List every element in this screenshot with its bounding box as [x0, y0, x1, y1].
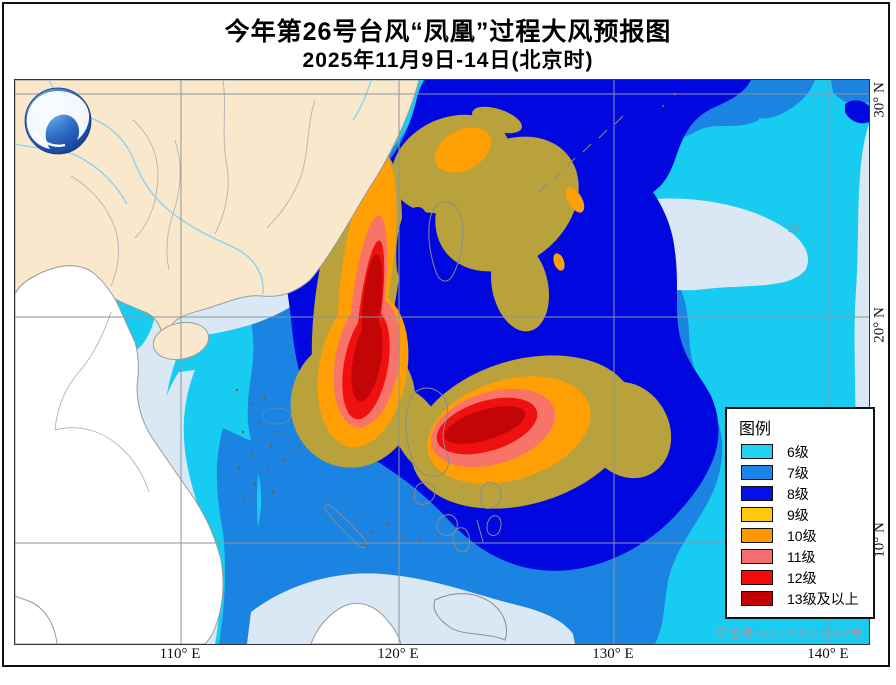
legend-item: 7级 — [741, 462, 873, 483]
page-subtitle: 2025年11月9日-14日(北京时) — [302, 49, 594, 72]
legend-swatch — [741, 549, 773, 564]
legend-panel: 图例 6级 7级 8级 9级 10级 11级 12级 13级及以上 — [725, 407, 875, 619]
map-approval-number: 审图号:GS (2019) 3082号 — [714, 626, 863, 641]
x-axis-label: 130° E — [592, 646, 634, 662]
navy-tongue — [396, 206, 428, 283]
wind-field-map — [15, 80, 869, 644]
islet-dots — [235, 92, 677, 548]
legend-item: 8级 — [741, 483, 873, 504]
legend-swatch — [741, 486, 773, 501]
cma-logo — [24, 87, 92, 155]
y-axis-label: 30° N — [871, 82, 888, 118]
wind-level-13 — [351, 254, 526, 444]
legend-swatch — [741, 444, 773, 459]
legend-rows: 6级 7级 8级 9级 10级 11级 12级 13级及以上 — [727, 441, 873, 609]
legend-item: 13级及以上 — [741, 588, 873, 609]
legend-item-label: 11级 — [787, 548, 816, 565]
legend-title: 图例 — [739, 421, 772, 438]
legend-item-label: 6级 — [787, 443, 809, 460]
legend-item: 10级 — [741, 525, 873, 546]
legend-swatch — [741, 591, 773, 606]
page-title: 今年第26号台风“凤凰”过程大风预报图 — [224, 18, 672, 46]
legend-item-label: 9级 — [787, 506, 809, 523]
legend-item-label: 12级 — [787, 569, 817, 586]
legend-item: 11级 — [741, 546, 873, 567]
island-outlines — [262, 115, 624, 641]
x-axis-label: 120° E — [377, 646, 419, 662]
legend-swatch — [741, 465, 773, 480]
legend-item-label: 7级 — [787, 464, 809, 481]
graticule — [15, 80, 869, 644]
legend-item-label: 10级 — [787, 527, 817, 544]
legend-swatch — [741, 507, 773, 522]
taiwan-outline — [428, 201, 464, 282]
x-axis-label: 140° E — [807, 646, 849, 662]
legend-item-label: 8级 — [787, 485, 809, 502]
legend-item: 9级 — [741, 504, 873, 525]
other-land — [15, 265, 402, 644]
luzon-outline — [405, 387, 450, 477]
x-axis-label: 110° E — [159, 646, 201, 662]
legend-item-label: 13级及以上 — [787, 590, 859, 607]
legend-swatch — [741, 528, 773, 543]
legend-item: 6级 — [741, 441, 873, 462]
legend-item: 12级 — [741, 567, 873, 588]
y-axis-label: 20° N — [871, 307, 888, 343]
inner-grid-label: 20 — [788, 221, 800, 235]
legend-swatch — [741, 570, 773, 585]
forecast-map: 图例 6级 7级 8级 9级 10级 11级 12级 13级及以上 审图号:GS (2019)… — [14, 79, 875, 645]
